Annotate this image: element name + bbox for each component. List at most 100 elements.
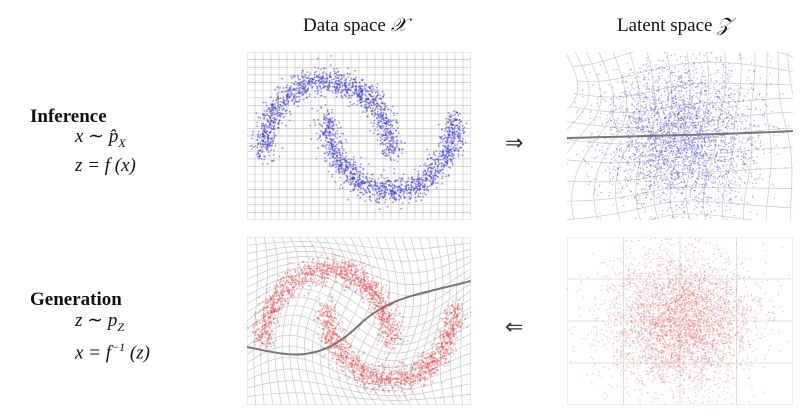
point bbox=[725, 170, 728, 172]
point bbox=[333, 67, 335, 70]
generation-equation-1: z ∼ pZ bbox=[75, 310, 125, 334]
point bbox=[664, 172, 666, 175]
point bbox=[293, 95, 295, 98]
point bbox=[352, 85, 355, 88]
point bbox=[699, 129, 702, 132]
point bbox=[693, 123, 695, 125]
point bbox=[755, 98, 757, 100]
point bbox=[655, 156, 657, 158]
point bbox=[713, 96, 716, 98]
point bbox=[344, 157, 347, 160]
point bbox=[685, 142, 687, 145]
point bbox=[678, 76, 680, 78]
point bbox=[738, 92, 740, 94]
point bbox=[757, 136, 760, 138]
point bbox=[691, 124, 693, 126]
point bbox=[295, 87, 298, 90]
point bbox=[328, 84, 330, 87]
point bbox=[685, 174, 687, 176]
point bbox=[658, 144, 660, 146]
point bbox=[646, 149, 648, 151]
point bbox=[322, 86, 325, 89]
point bbox=[369, 90, 372, 93]
point bbox=[702, 118, 704, 120]
point bbox=[256, 152, 259, 154]
point bbox=[700, 136, 702, 139]
point bbox=[729, 208, 731, 211]
point bbox=[456, 124, 459, 127]
point bbox=[694, 136, 696, 139]
point bbox=[686, 149, 689, 151]
point bbox=[287, 100, 290, 102]
point bbox=[699, 157, 701, 159]
point bbox=[374, 108, 377, 110]
point bbox=[700, 136, 702, 138]
point bbox=[371, 90, 374, 93]
point bbox=[657, 187, 659, 189]
point bbox=[680, 127, 682, 129]
point bbox=[363, 106, 366, 109]
point bbox=[684, 106, 686, 109]
point bbox=[360, 163, 362, 166]
point bbox=[385, 136, 388, 139]
point bbox=[340, 184, 342, 186]
point bbox=[330, 143, 333, 146]
point bbox=[398, 188, 401, 191]
point bbox=[696, 115, 698, 117]
point bbox=[365, 103, 367, 105]
point bbox=[703, 125, 706, 127]
point bbox=[706, 213, 709, 215]
point bbox=[726, 155, 728, 157]
point bbox=[721, 121, 723, 123]
point bbox=[644, 93, 646, 96]
point bbox=[704, 90, 707, 92]
point bbox=[688, 185, 691, 187]
point bbox=[682, 139, 685, 141]
point bbox=[684, 83, 686, 85]
point bbox=[744, 181, 746, 183]
point bbox=[345, 141, 348, 144]
point bbox=[729, 119, 731, 122]
point bbox=[700, 126, 702, 128]
point bbox=[721, 160, 723, 162]
point bbox=[683, 181, 685, 184]
point bbox=[698, 176, 700, 178]
point bbox=[314, 66, 316, 68]
point bbox=[464, 141, 467, 144]
point bbox=[706, 152, 708, 154]
point bbox=[357, 194, 359, 197]
point bbox=[628, 144, 630, 146]
point bbox=[377, 107, 379, 110]
point bbox=[419, 183, 421, 185]
point bbox=[723, 158, 726, 160]
point bbox=[607, 121, 609, 123]
point bbox=[704, 144, 706, 146]
point bbox=[653, 194, 655, 196]
point bbox=[431, 170, 433, 172]
point bbox=[427, 185, 429, 188]
point bbox=[380, 118, 383, 121]
point bbox=[398, 177, 401, 179]
point bbox=[339, 139, 342, 142]
point bbox=[390, 150, 393, 152]
point bbox=[450, 145, 453, 147]
point bbox=[383, 130, 385, 132]
point bbox=[660, 138, 663, 140]
point bbox=[670, 130, 672, 133]
point bbox=[273, 126, 275, 129]
point bbox=[265, 130, 268, 133]
point bbox=[625, 177, 628, 179]
scatter-points bbox=[567, 52, 790, 220]
point bbox=[626, 131, 629, 133]
point bbox=[333, 83, 335, 85]
point bbox=[709, 120, 712, 123]
point bbox=[664, 90, 666, 92]
point bbox=[314, 81, 317, 83]
point bbox=[667, 143, 669, 145]
point bbox=[396, 160, 399, 163]
point bbox=[688, 147, 690, 149]
point bbox=[674, 113, 676, 115]
point bbox=[677, 114, 679, 116]
point bbox=[328, 122, 331, 125]
point bbox=[735, 112, 738, 114]
